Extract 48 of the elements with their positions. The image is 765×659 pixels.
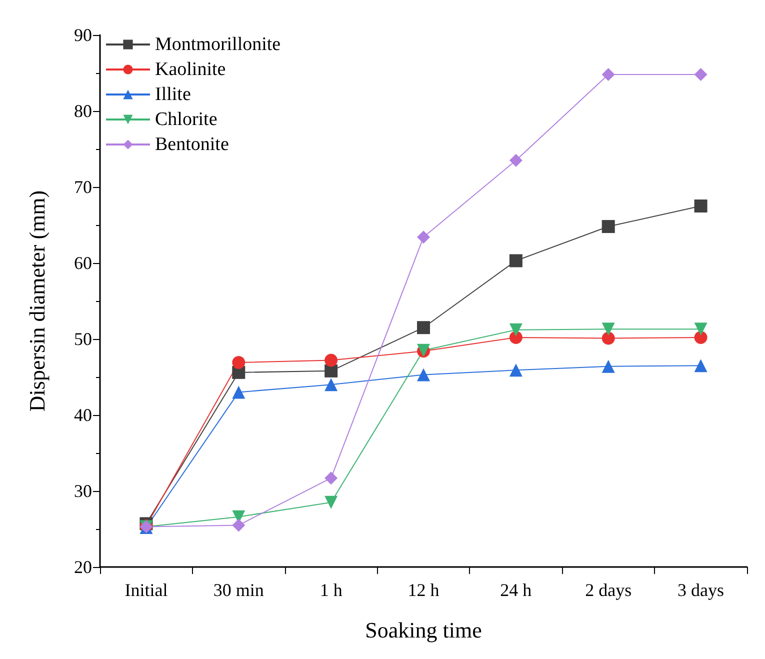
legend-label: Illite (155, 84, 191, 105)
point (417, 368, 430, 382)
point (602, 68, 615, 82)
x-tick-label: 12 h (408, 580, 440, 600)
legend-label: Montmorillonite (155, 34, 281, 55)
x-tick-label: 30 min (213, 580, 264, 600)
point (324, 496, 338, 509)
y-tick-label: 30 (74, 481, 92, 501)
x-tick-label: 1 h (320, 580, 342, 600)
point (602, 322, 615, 336)
point (694, 200, 708, 212)
x-tick-label: 2 days (585, 580, 632, 600)
y-axis-title: Dispersin diameter (mm) (24, 190, 50, 412)
y-tick-label: 40 (74, 405, 92, 425)
y-tick-label: 60 (74, 253, 92, 273)
point (694, 359, 708, 372)
x-axis-title: Soaking time (365, 618, 482, 642)
x-tick-label: Initial (124, 580, 168, 600)
point (324, 378, 338, 392)
legend-label: Bentonite (155, 134, 229, 155)
point (509, 154, 522, 167)
point (324, 472, 338, 485)
point (232, 518, 246, 532)
legend-label: Chlorite (155, 109, 218, 130)
point (602, 360, 615, 373)
x-tick-label: 3 days (678, 580, 724, 600)
point (694, 68, 708, 82)
point (694, 330, 708, 344)
y-tick-label: 70 (74, 177, 92, 197)
point (509, 364, 522, 377)
y-tick-label: 90 (74, 25, 92, 45)
y-tick-label: 80 (74, 101, 92, 121)
point (417, 321, 430, 334)
point (694, 322, 708, 336)
point (324, 354, 338, 367)
point (602, 332, 615, 345)
point (509, 254, 522, 268)
y-tick-label: 50 (74, 329, 92, 349)
point (509, 323, 522, 336)
point (232, 356, 246, 370)
point (324, 364, 338, 378)
point (417, 230, 430, 244)
y-tick-label: 20 (74, 557, 92, 577)
legend-label: Kaolinite (155, 59, 226, 80)
point (232, 386, 246, 399)
x-tick-label: 24 h (500, 580, 532, 600)
point (509, 330, 522, 344)
point (602, 220, 615, 234)
